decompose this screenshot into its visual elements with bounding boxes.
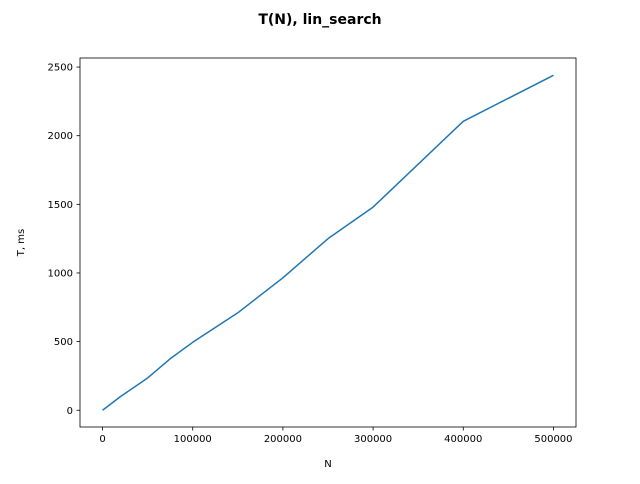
x-tick-label: 500000 [534,434,572,445]
y-axis: 0 500 1000 1500 2000 2500 [48,63,80,417]
chart-title: T(N), lin_search [258,12,381,28]
x-axis-label: N [324,459,331,470]
y-tick-label: 0 [67,406,73,417]
y-tick-label: 2500 [48,63,73,74]
x-tick-label: 100000 [174,434,212,445]
series-line [102,74,554,411]
y-tick-label: 1000 [48,268,73,279]
x-tick-label: 0 [99,434,105,445]
x-tick-label: 400000 [444,434,482,445]
axes-frame [79,57,577,428]
plot-area [102,74,554,411]
y-tick-label: 1500 [48,200,73,211]
x-tick-label: 300000 [354,434,392,445]
y-axis-label: T, ms [16,229,27,257]
x-tick-label: 200000 [264,434,302,445]
y-tick-label: 2000 [48,131,73,142]
y-tick-label: 500 [54,337,73,348]
x-axis: 0 100000 200000 300000 400000 500000 [99,427,573,445]
